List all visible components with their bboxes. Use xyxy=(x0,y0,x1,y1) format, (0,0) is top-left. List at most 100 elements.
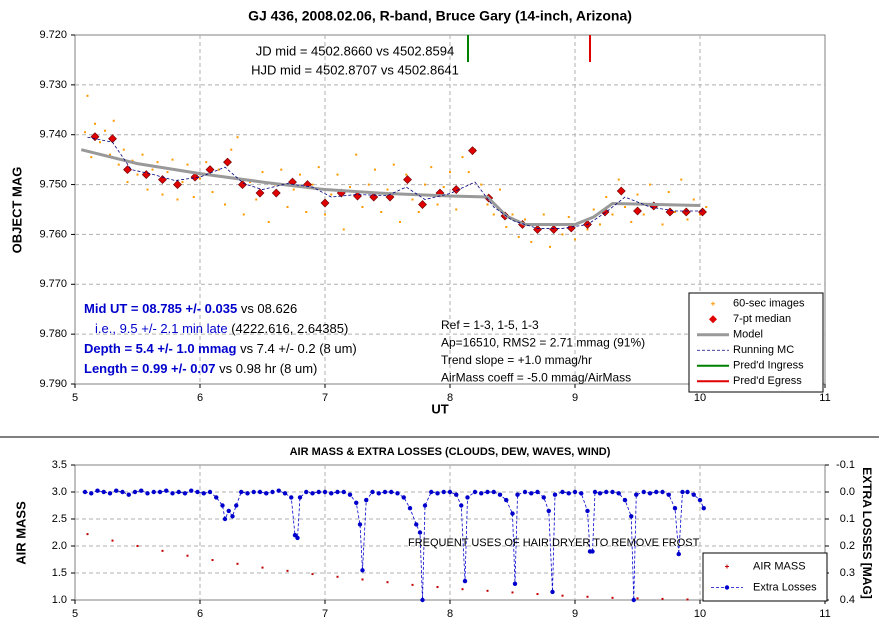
point xyxy=(261,566,264,569)
annotation: FREQUENT USES OF HAIR DRYER TO REMOVE FR… xyxy=(408,537,700,549)
point xyxy=(86,94,89,97)
legend-symbol xyxy=(711,301,715,306)
point xyxy=(139,488,144,493)
point xyxy=(311,183,314,186)
point xyxy=(376,491,381,496)
point xyxy=(95,488,100,493)
x-axis-label: UT xyxy=(431,401,448,416)
point xyxy=(414,522,419,527)
note: Trend slope = +1.0 mmag/hr xyxy=(441,353,592,367)
point xyxy=(192,196,195,199)
point xyxy=(610,489,615,495)
point xyxy=(549,245,551,248)
point xyxy=(335,489,340,495)
point xyxy=(436,203,439,206)
result-part: (4222.616, 2.64385) xyxy=(228,321,349,336)
point xyxy=(631,597,636,603)
chart-title: GJ 436, 2008.02.06, R-band, Bruce Gary (… xyxy=(248,8,632,24)
point xyxy=(491,489,496,495)
y-tick-label: 9.790 xyxy=(39,378,67,390)
x-tick-label: 5 xyxy=(72,608,78,620)
point xyxy=(99,141,101,144)
point xyxy=(633,206,642,216)
point xyxy=(82,489,88,495)
point xyxy=(341,489,346,495)
point xyxy=(141,153,144,156)
legend-label: Running MC xyxy=(733,344,794,356)
point xyxy=(186,163,189,166)
point xyxy=(485,489,490,495)
y-tick-label: 9.720 xyxy=(39,29,67,41)
x-tick-label: 9 xyxy=(572,392,578,404)
point xyxy=(611,213,614,216)
point xyxy=(120,489,125,495)
x-tick-label: 7 xyxy=(322,608,328,620)
result-part: vs 08.626 xyxy=(237,301,297,316)
point xyxy=(661,223,664,226)
point xyxy=(561,594,564,597)
point xyxy=(230,514,235,519)
point xyxy=(367,183,370,186)
point xyxy=(472,489,478,495)
point xyxy=(411,198,414,201)
point xyxy=(156,161,159,164)
y2-tick-label: 0.3 xyxy=(840,567,855,579)
point xyxy=(205,161,208,164)
point xyxy=(586,228,589,231)
point xyxy=(691,492,696,497)
point xyxy=(117,163,120,166)
legend-symbol xyxy=(709,315,717,324)
legend-label: Extra Losses xyxy=(753,581,817,593)
point xyxy=(647,491,653,496)
y-axis-label: OBJECT MAG xyxy=(9,167,24,254)
point xyxy=(686,218,689,221)
point xyxy=(136,545,139,547)
point xyxy=(176,198,179,201)
point xyxy=(111,539,114,542)
point xyxy=(549,225,559,234)
point xyxy=(267,220,270,223)
point xyxy=(585,508,590,514)
point xyxy=(199,177,201,180)
point xyxy=(417,210,420,213)
point xyxy=(86,533,89,536)
point xyxy=(386,581,389,584)
point xyxy=(190,172,200,182)
point xyxy=(189,488,194,493)
point xyxy=(355,153,358,156)
point xyxy=(126,181,129,184)
point xyxy=(681,207,691,217)
point xyxy=(364,497,369,503)
point xyxy=(692,198,695,201)
legend-box xyxy=(702,552,828,602)
y2-tick-label: 0.2 xyxy=(840,540,855,552)
point xyxy=(324,213,326,216)
point xyxy=(349,186,351,189)
point xyxy=(395,491,400,496)
legend-label: 60-sec images xyxy=(733,298,805,310)
point xyxy=(380,210,383,213)
point xyxy=(292,188,295,191)
point xyxy=(611,596,614,599)
point xyxy=(698,207,707,217)
point xyxy=(151,489,156,495)
point xyxy=(461,156,464,159)
point xyxy=(146,188,149,191)
point xyxy=(468,146,477,156)
point xyxy=(641,489,646,495)
point xyxy=(171,158,174,161)
point xyxy=(392,163,395,166)
result-part: Length = 0.99 +/- 0.07 xyxy=(84,361,216,376)
point xyxy=(486,589,489,592)
point xyxy=(599,223,601,226)
point xyxy=(465,495,470,500)
point xyxy=(316,489,321,495)
point xyxy=(417,530,423,535)
y2-tick-label: -0.1 xyxy=(836,459,855,471)
point xyxy=(604,489,609,495)
point xyxy=(176,489,181,495)
point xyxy=(271,188,281,198)
point xyxy=(104,129,106,132)
point xyxy=(574,238,576,241)
